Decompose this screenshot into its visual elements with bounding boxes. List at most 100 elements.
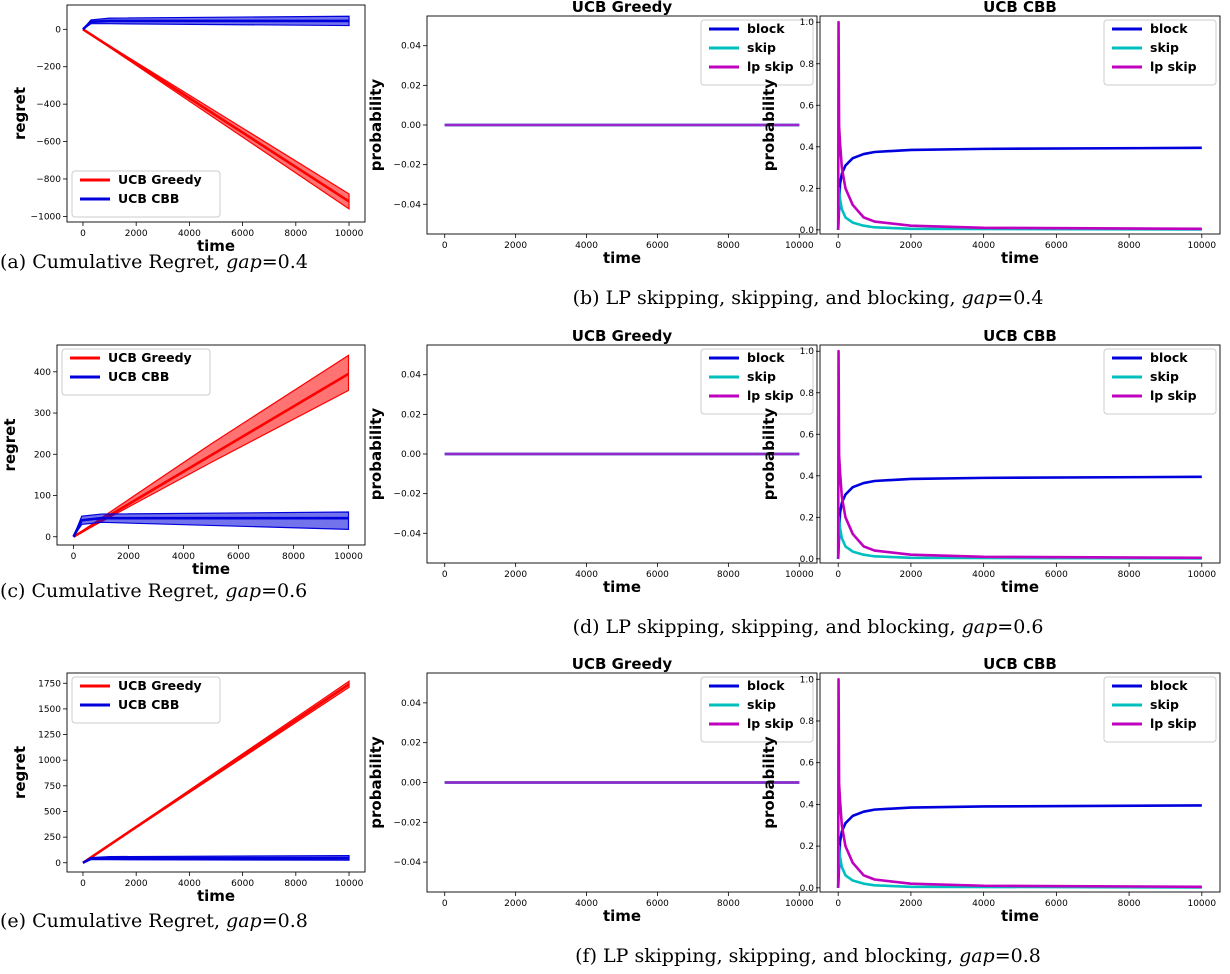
y-tick-label: 1000 [38, 756, 61, 766]
plot-area [82, 15, 350, 211]
series-line [72, 516, 349, 538]
y-tick-label: 0 [55, 859, 61, 869]
legend-label: block [747, 350, 785, 365]
legend: UCB Greedy UCB CBB [71, 170, 221, 218]
y-axis-label: regret [11, 746, 29, 799]
x-tick-label: 6000 [646, 241, 669, 251]
x-tick-label: 6000 [646, 899, 669, 909]
x-tick-label: 10000 [785, 899, 814, 909]
x-tick-label: 8000 [717, 241, 740, 251]
caption-a: (a) Cumulative Regret, gap=0.4 [0, 251, 308, 273]
x-tick-label: 8000 [284, 229, 307, 239]
caption-c: (c) Cumulative Regret, gap=0.6 [0, 580, 307, 602]
axes-frame [66, 672, 366, 873]
y-tick-label: 0.0 [800, 884, 815, 894]
x-tick-label: 4000 [575, 570, 598, 580]
x-tick-label: 6000 [231, 229, 254, 239]
x-tick-label: 0 [835, 899, 841, 909]
x-tick-label: 4000 [575, 241, 598, 251]
plot-area [72, 354, 350, 538]
legend-box [700, 676, 814, 743]
y-tick-label: 300 [34, 409, 51, 419]
y-tick-label: 0.02 [401, 739, 421, 749]
y-tick-label: 1250 [38, 731, 61, 741]
legend: block skip lp skip [700, 676, 814, 743]
x-tick-label: 8000 [1118, 241, 1141, 251]
y-tick-label: −800 [36, 175, 61, 185]
legend-box [1103, 348, 1217, 415]
legend-label: lp skip [747, 59, 794, 74]
legend-label: block [747, 678, 785, 693]
x-tick-label: 2000 [899, 570, 922, 580]
y-axis-label: probability [760, 736, 778, 829]
axes-frame [819, 672, 1221, 893]
y-tick-label: −0.04 [393, 529, 421, 539]
y-tick-label: 0.4 [800, 143, 815, 153]
x-tick-label: 8000 [282, 552, 305, 562]
x-tick-label: 10000 [334, 552, 363, 562]
series-line [82, 19, 350, 31]
y-tick-label: 0.04 [401, 699, 421, 709]
series-line [836, 146, 1202, 230]
series-line [82, 856, 350, 864]
plot-area [836, 20, 1202, 231]
y-tick-label: −400 [36, 100, 61, 110]
legend-label: UCB CBB [118, 697, 179, 712]
legend-label: lp skip [747, 716, 794, 731]
legend-box [1103, 19, 1217, 86]
x-tick-label: 0 [835, 241, 841, 251]
chart-title: UCB CBB [983, 655, 1057, 673]
y-tick-label: 750 [44, 782, 61, 792]
x-tick-label: 6000 [1045, 241, 1068, 251]
legend-label: UCB CBB [118, 191, 179, 206]
axes-frame [819, 344, 1221, 564]
x-tick-label: 2000 [899, 899, 922, 909]
legend-label: UCB Greedy [108, 350, 192, 365]
x-tick-label: 2000 [504, 241, 527, 251]
x-tick-label: 2000 [899, 241, 922, 251]
series-band [82, 15, 350, 30]
x-tick-label: 0 [80, 879, 86, 889]
y-tick-label: 1.0 [800, 675, 815, 685]
x-axis-label: time [192, 560, 230, 578]
plot-area [836, 677, 1202, 889]
x-tick-label: 0 [80, 229, 86, 239]
legend-label: skip [747, 697, 776, 712]
axes-frame [819, 15, 1221, 235]
x-tick-label: 8000 [284, 879, 307, 889]
y-tick-label: −0.04 [393, 858, 421, 868]
x-tick-label: 0 [835, 570, 841, 580]
x-tick-label: 4000 [575, 899, 598, 909]
chart-a: 0 2000 4000 6000 8000 10000 −1000 −800 −600 −400 −… [11, 4, 366, 255]
x-tick-label: 10000 [335, 879, 364, 889]
y-axis-label: probability [760, 79, 778, 172]
series-line [836, 804, 1202, 888]
legend-box [700, 19, 814, 86]
y-tick-label: 0.04 [401, 371, 421, 381]
x-tick-label: 4000 [972, 899, 995, 909]
series-line [82, 683, 350, 864]
x-tick-label: 6000 [231, 879, 254, 889]
y-axis-label: probability [367, 408, 385, 501]
legend-box [61, 348, 211, 396]
legend-box [71, 170, 221, 218]
y-tick-label: 0.00 [401, 121, 421, 131]
plot-area [82, 680, 350, 864]
x-tick-label: 6000 [227, 552, 250, 562]
y-tick-label: −600 [36, 138, 61, 148]
legend-label: UCB Greedy [118, 172, 202, 187]
y-tick-label: 0 [45, 533, 51, 543]
chart-title: UCB CBB [983, 0, 1057, 16]
legend-label: block [1150, 21, 1188, 36]
series-line [836, 20, 1202, 231]
chart-b1: UCB Greedy 0 2000 4000 6000 8000 10000 −0.04 −0.… [367, 0, 818, 267]
y-axis-label: regret [1, 418, 19, 471]
x-tick-label: 6000 [1045, 899, 1068, 909]
y-axis-label: probability [760, 408, 778, 501]
y-tick-label: 0 [55, 25, 61, 35]
y-tick-label: 0.4 [800, 472, 815, 482]
x-tick-label: 10000 [785, 241, 814, 251]
legend: UCB Greedy UCB CBB [61, 348, 211, 396]
chart-c: 0 2000 4000 6000 8000 10000 0 100 200 300 400 time r… [1, 344, 366, 578]
chart-title: UCB CBB [983, 327, 1057, 345]
